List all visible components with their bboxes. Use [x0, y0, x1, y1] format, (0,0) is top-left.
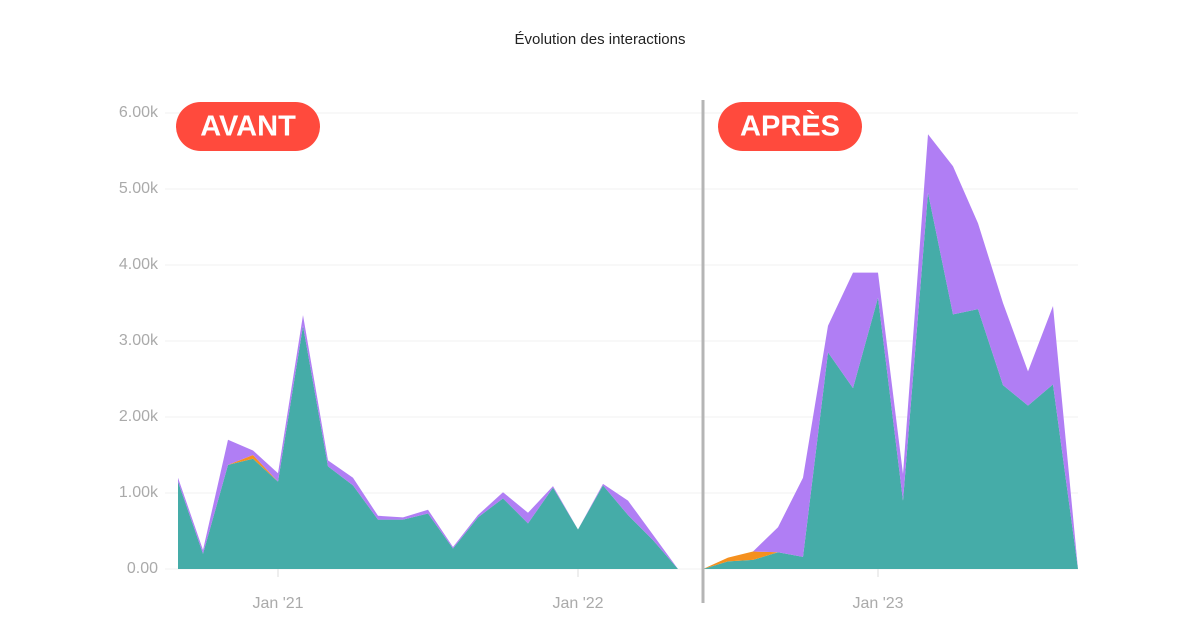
annotation: AVANT [200, 111, 296, 143]
y-tick-label: 2.00k [119, 408, 159, 425]
y-tick-label: 5.00k [119, 180, 159, 197]
y-tick-label: 4.00k [119, 256, 159, 273]
annotation-pill [176, 102, 320, 151]
annotation-pill [718, 102, 862, 151]
area [178, 192, 1078, 570]
y-tick-label: 0.00 [127, 560, 158, 577]
x-tick-label: Jan '23 [852, 595, 903, 612]
annotation: APRÈS [740, 109, 840, 143]
x-tick-label: Jan '21 [252, 595, 303, 612]
x-tick-label: Jan '22 [552, 595, 603, 612]
y-tick-label: 1.00k [119, 484, 159, 501]
areas [178, 134, 1078, 570]
chart-title: Évolution des interactions [515, 31, 686, 48]
y-tick-label: 3.00k [119, 332, 159, 349]
y-tick-label: 6.00k [119, 104, 159, 121]
